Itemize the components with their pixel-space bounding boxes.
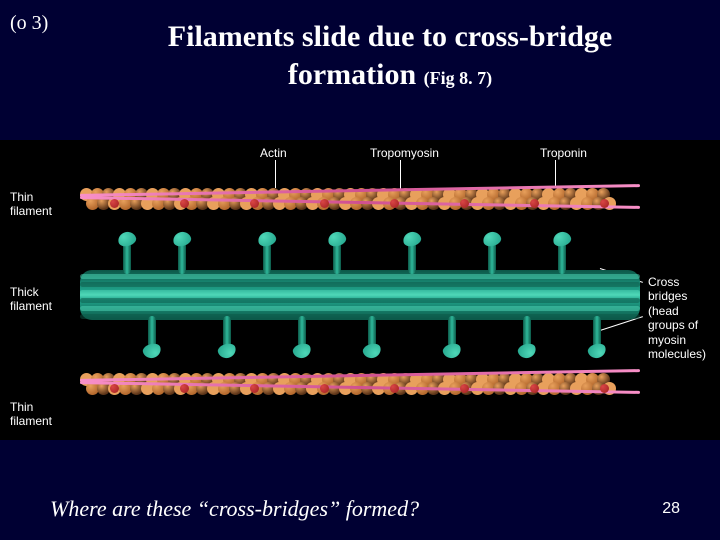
troponin-complex xyxy=(180,384,189,393)
label-actin: Actin xyxy=(260,146,287,160)
cross-bridge-head xyxy=(141,342,162,360)
label-tropomyosin: Tropomyosin xyxy=(370,146,439,160)
cross-bridge-stalk xyxy=(408,242,416,274)
figure-reference: (Fig 8. 7) xyxy=(424,68,492,88)
troponin-complex xyxy=(250,384,259,393)
cross-bridge-head xyxy=(256,230,277,248)
cross-bridge-head xyxy=(441,342,462,360)
label-thick-filament: Thick filament xyxy=(10,285,70,314)
troponin-complex xyxy=(390,199,399,208)
troponin-complex xyxy=(600,199,609,208)
troponin-complex xyxy=(460,199,469,208)
troponin-complex xyxy=(250,199,259,208)
troponin-complex xyxy=(110,384,119,393)
cross-bridge-head xyxy=(216,342,237,360)
cross-bridge-stalk xyxy=(178,242,186,274)
cross-bridge-stalk xyxy=(123,242,131,274)
cross-bridge-head xyxy=(171,230,192,248)
leader-troponin xyxy=(555,160,556,188)
troponin-complex xyxy=(600,384,609,393)
troponin-complex xyxy=(390,384,399,393)
slide-question: Where are these “cross-bridges” formed? xyxy=(50,496,419,522)
cross-bridge-head xyxy=(116,230,137,248)
label-cross-bridges: Cross bridges (head groups of myosin mol… xyxy=(648,275,716,361)
troponin-complex xyxy=(110,199,119,208)
cross-bridge-stalk xyxy=(263,242,271,274)
cross-bridge-head xyxy=(516,342,537,360)
troponin-complex xyxy=(460,384,469,393)
cross-bridge-head xyxy=(481,230,502,248)
troponin-complex xyxy=(320,199,329,208)
label-troponin: Troponin xyxy=(540,146,587,160)
myosin-strand xyxy=(80,306,640,311)
thick-filament xyxy=(80,270,640,320)
cross-bridge-stalk xyxy=(558,242,566,274)
cross-bridge-head xyxy=(586,342,607,360)
cross-bridge-head xyxy=(291,342,312,360)
thin-filament-bottom xyxy=(80,370,640,400)
myosin-strand xyxy=(80,274,640,279)
cross-bridge-head xyxy=(551,230,572,248)
sarcomere-diagram: Actin Tropomyosin Troponin Thin filament… xyxy=(0,140,720,440)
title-line-2: formation xyxy=(288,58,416,91)
myosin-strand xyxy=(80,314,640,319)
cross-bridge-head xyxy=(401,230,422,248)
thin-filament-top xyxy=(80,185,640,215)
myosin-strand xyxy=(80,290,640,295)
cross-bridge-head xyxy=(361,342,382,360)
slide-tag: (o 3) xyxy=(10,12,48,35)
leader-actin xyxy=(275,160,276,188)
troponin-complex xyxy=(180,199,189,208)
title-line-1: Filaments slide due to cross-bridge xyxy=(168,20,612,53)
page-number: 28 xyxy=(662,500,680,518)
cross-bridge-head xyxy=(326,230,347,248)
slide-title: Filaments slide due to cross-bridge form… xyxy=(90,18,690,93)
troponin-complex xyxy=(530,199,539,208)
label-thin-filament-bottom: Thin filament xyxy=(10,400,70,429)
cross-bridge-stalk xyxy=(488,242,496,274)
troponin-complex xyxy=(530,384,539,393)
label-thin-filament-top: Thin filament xyxy=(10,190,70,219)
troponin-complex xyxy=(320,384,329,393)
myosin-strand xyxy=(80,298,640,303)
myosin-strand xyxy=(80,282,640,287)
cross-bridge-stalk xyxy=(333,242,341,274)
